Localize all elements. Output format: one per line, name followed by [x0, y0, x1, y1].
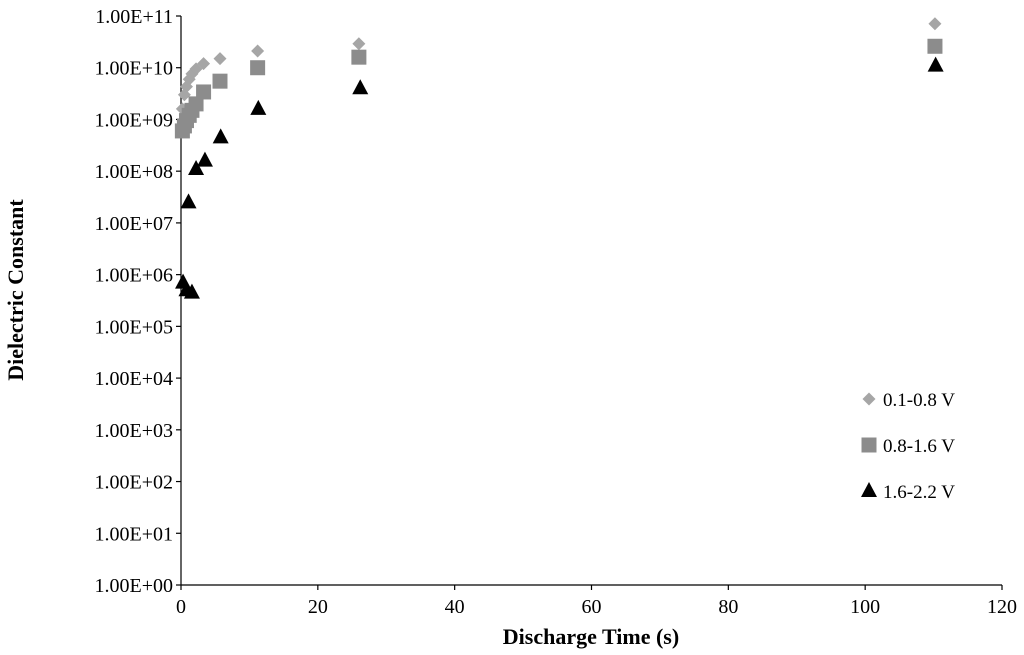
y-tick-label: 1.00E+10 — [95, 58, 174, 80]
legend-label: 0.1-0.8 V — [883, 390, 955, 411]
y-tick-label: 1.00E+02 — [95, 472, 174, 494]
plot-area — [180, 16, 1002, 586]
series-triangle — [175, 56, 944, 299]
legend: 0.1-0.8 V 0.8-1.6 V 1.6-2.2 V — [861, 390, 955, 503]
y-tick-label: 1.00E+09 — [95, 109, 174, 131]
x-tick-label: 0 — [176, 596, 186, 618]
y-tick-label: 1.00E+07 — [95, 213, 174, 235]
data-point — [188, 160, 205, 176]
data-point — [927, 38, 943, 54]
series-diamond — [175, 17, 942, 116]
x-tick-label: 120 — [987, 596, 1017, 618]
x-tick-label: 80 — [718, 596, 738, 618]
x-axis-title: Discharge Time (s) — [503, 624, 679, 649]
legend-marker-square — [861, 437, 877, 453]
y-tick-label: 1.00E+06 — [95, 265, 174, 287]
data-point — [197, 57, 211, 71]
data-point — [196, 151, 213, 167]
legend-marker-diamond — [862, 392, 876, 406]
data-point — [352, 37, 366, 51]
y-tick-label: 1.00E+08 — [95, 161, 174, 183]
data-point — [251, 44, 265, 58]
data-point — [196, 84, 212, 100]
y-tick-label: 1.00E+11 — [95, 6, 173, 28]
data-point — [250, 99, 267, 115]
data-point — [213, 52, 227, 66]
legend-marker-triangle — [861, 482, 877, 497]
legend-label: 1.6-2.2 V — [883, 482, 955, 503]
data-point — [351, 49, 367, 65]
series-square — [174, 38, 943, 139]
x-tick-label: 100 — [850, 596, 880, 618]
legend-label: 0.8-1.6 V — [883, 436, 955, 457]
data-point — [180, 193, 197, 209]
data-point — [352, 79, 369, 95]
data-point — [212, 128, 229, 144]
y-tick-label: 1.00E+04 — [95, 368, 174, 390]
y-tick-label: 1.00E+01 — [95, 523, 174, 545]
data-series — [174, 17, 944, 299]
data-point — [212, 73, 228, 89]
data-point — [183, 283, 200, 299]
x-tick-label: 40 — [445, 596, 465, 618]
x-tick-label: 20 — [308, 596, 328, 618]
data-point — [927, 56, 944, 72]
data-point — [188, 96, 204, 112]
y-tick-label: 1.00E+03 — [95, 420, 174, 442]
y-axis-title: Dielectric Constant — [3, 199, 28, 381]
x-axis-ticks: 0 20 40 60 80 100 120 — [176, 585, 1017, 618]
y-tick-label: 1.00E+05 — [95, 316, 174, 338]
x-tick-label: 60 — [582, 596, 602, 618]
y-tick-label: 1.00E+00 — [95, 575, 174, 597]
data-point — [928, 17, 942, 31]
y-axis-ticks: 1.00E+00 1.00E+01 1.00E+02 1.00E+03 1.00E+04… — [95, 6, 181, 597]
data-point — [250, 60, 266, 76]
